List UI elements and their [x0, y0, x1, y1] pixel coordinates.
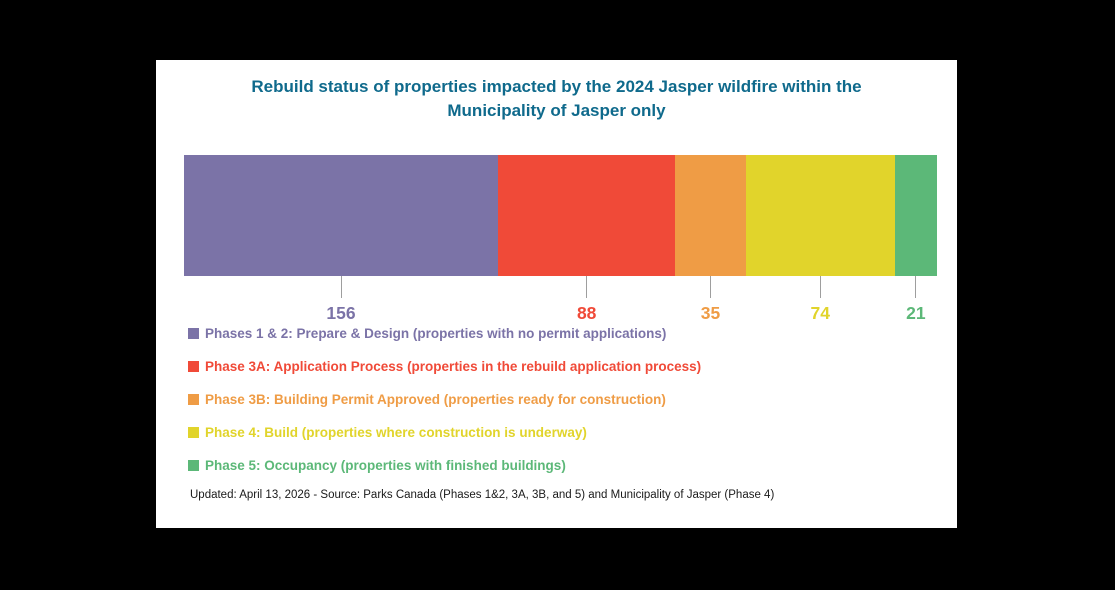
legend-item-1: Phases 1 & 2: Prepare & Design (properti…	[188, 325, 701, 341]
legend-swatch-icon	[188, 426, 199, 438]
legend-item-5: Phase 5: Occupancy (properties with fini…	[188, 457, 701, 473]
legend-item-4: Phase 4: Build (properties where constru…	[188, 424, 701, 440]
legend-label: Phase 5: Occupancy (properties with fini…	[205, 457, 566, 473]
data-label-1: 156	[326, 303, 356, 323]
data-label-2: 88	[576, 303, 597, 323]
chart-card: Rebuild status of properties impacted by…	[156, 60, 957, 528]
stacked-bar	[184, 155, 937, 276]
bar-segment-1	[184, 155, 499, 276]
legend-swatch-icon	[188, 393, 199, 405]
bar-segment-5	[894, 155, 937, 276]
legend-label: Phase 3A: Application Process (propertie…	[205, 358, 702, 374]
legend-label: Phase 3B: Building Permit Approved (prop…	[205, 391, 666, 407]
bar-segment-2	[498, 155, 676, 276]
leader-tick-4	[819, 276, 821, 298]
leader-tick-1	[340, 276, 342, 298]
leader-tick-3	[709, 276, 711, 298]
legend-item-2: Phase 3A: Application Process (propertie…	[188, 358, 702, 374]
legend-label: Phases 1 & 2: Prepare & Design (properti…	[205, 325, 667, 341]
data-label-4: 74	[810, 303, 830, 323]
legend-swatch-icon	[188, 360, 199, 372]
source-note: Updated: April 13, 2026 - Source: Parks …	[190, 489, 775, 501]
legend-swatch-icon	[188, 459, 199, 471]
data-label-5: 21	[906, 303, 926, 323]
bar-segment-3	[675, 155, 746, 276]
bar-labels-layer: 156 88 35 74 21	[184, 276, 937, 340]
legend-swatch-icon	[188, 327, 199, 339]
legend: Phases 1 & 2: Prepare & Design (properti…	[188, 325, 702, 473]
legend-label: Phase 4: Build (properties where constru…	[205, 424, 587, 440]
leader-tick-5	[915, 276, 917, 298]
legend-item-3: Phase 3B: Building Permit Approved (prop…	[188, 391, 701, 407]
leader-tick-2	[586, 276, 588, 298]
chart-title: Rebuild status of properties impacted by…	[251, 77, 862, 121]
data-label-3: 35	[700, 303, 721, 323]
bar-segment-4	[745, 155, 895, 276]
